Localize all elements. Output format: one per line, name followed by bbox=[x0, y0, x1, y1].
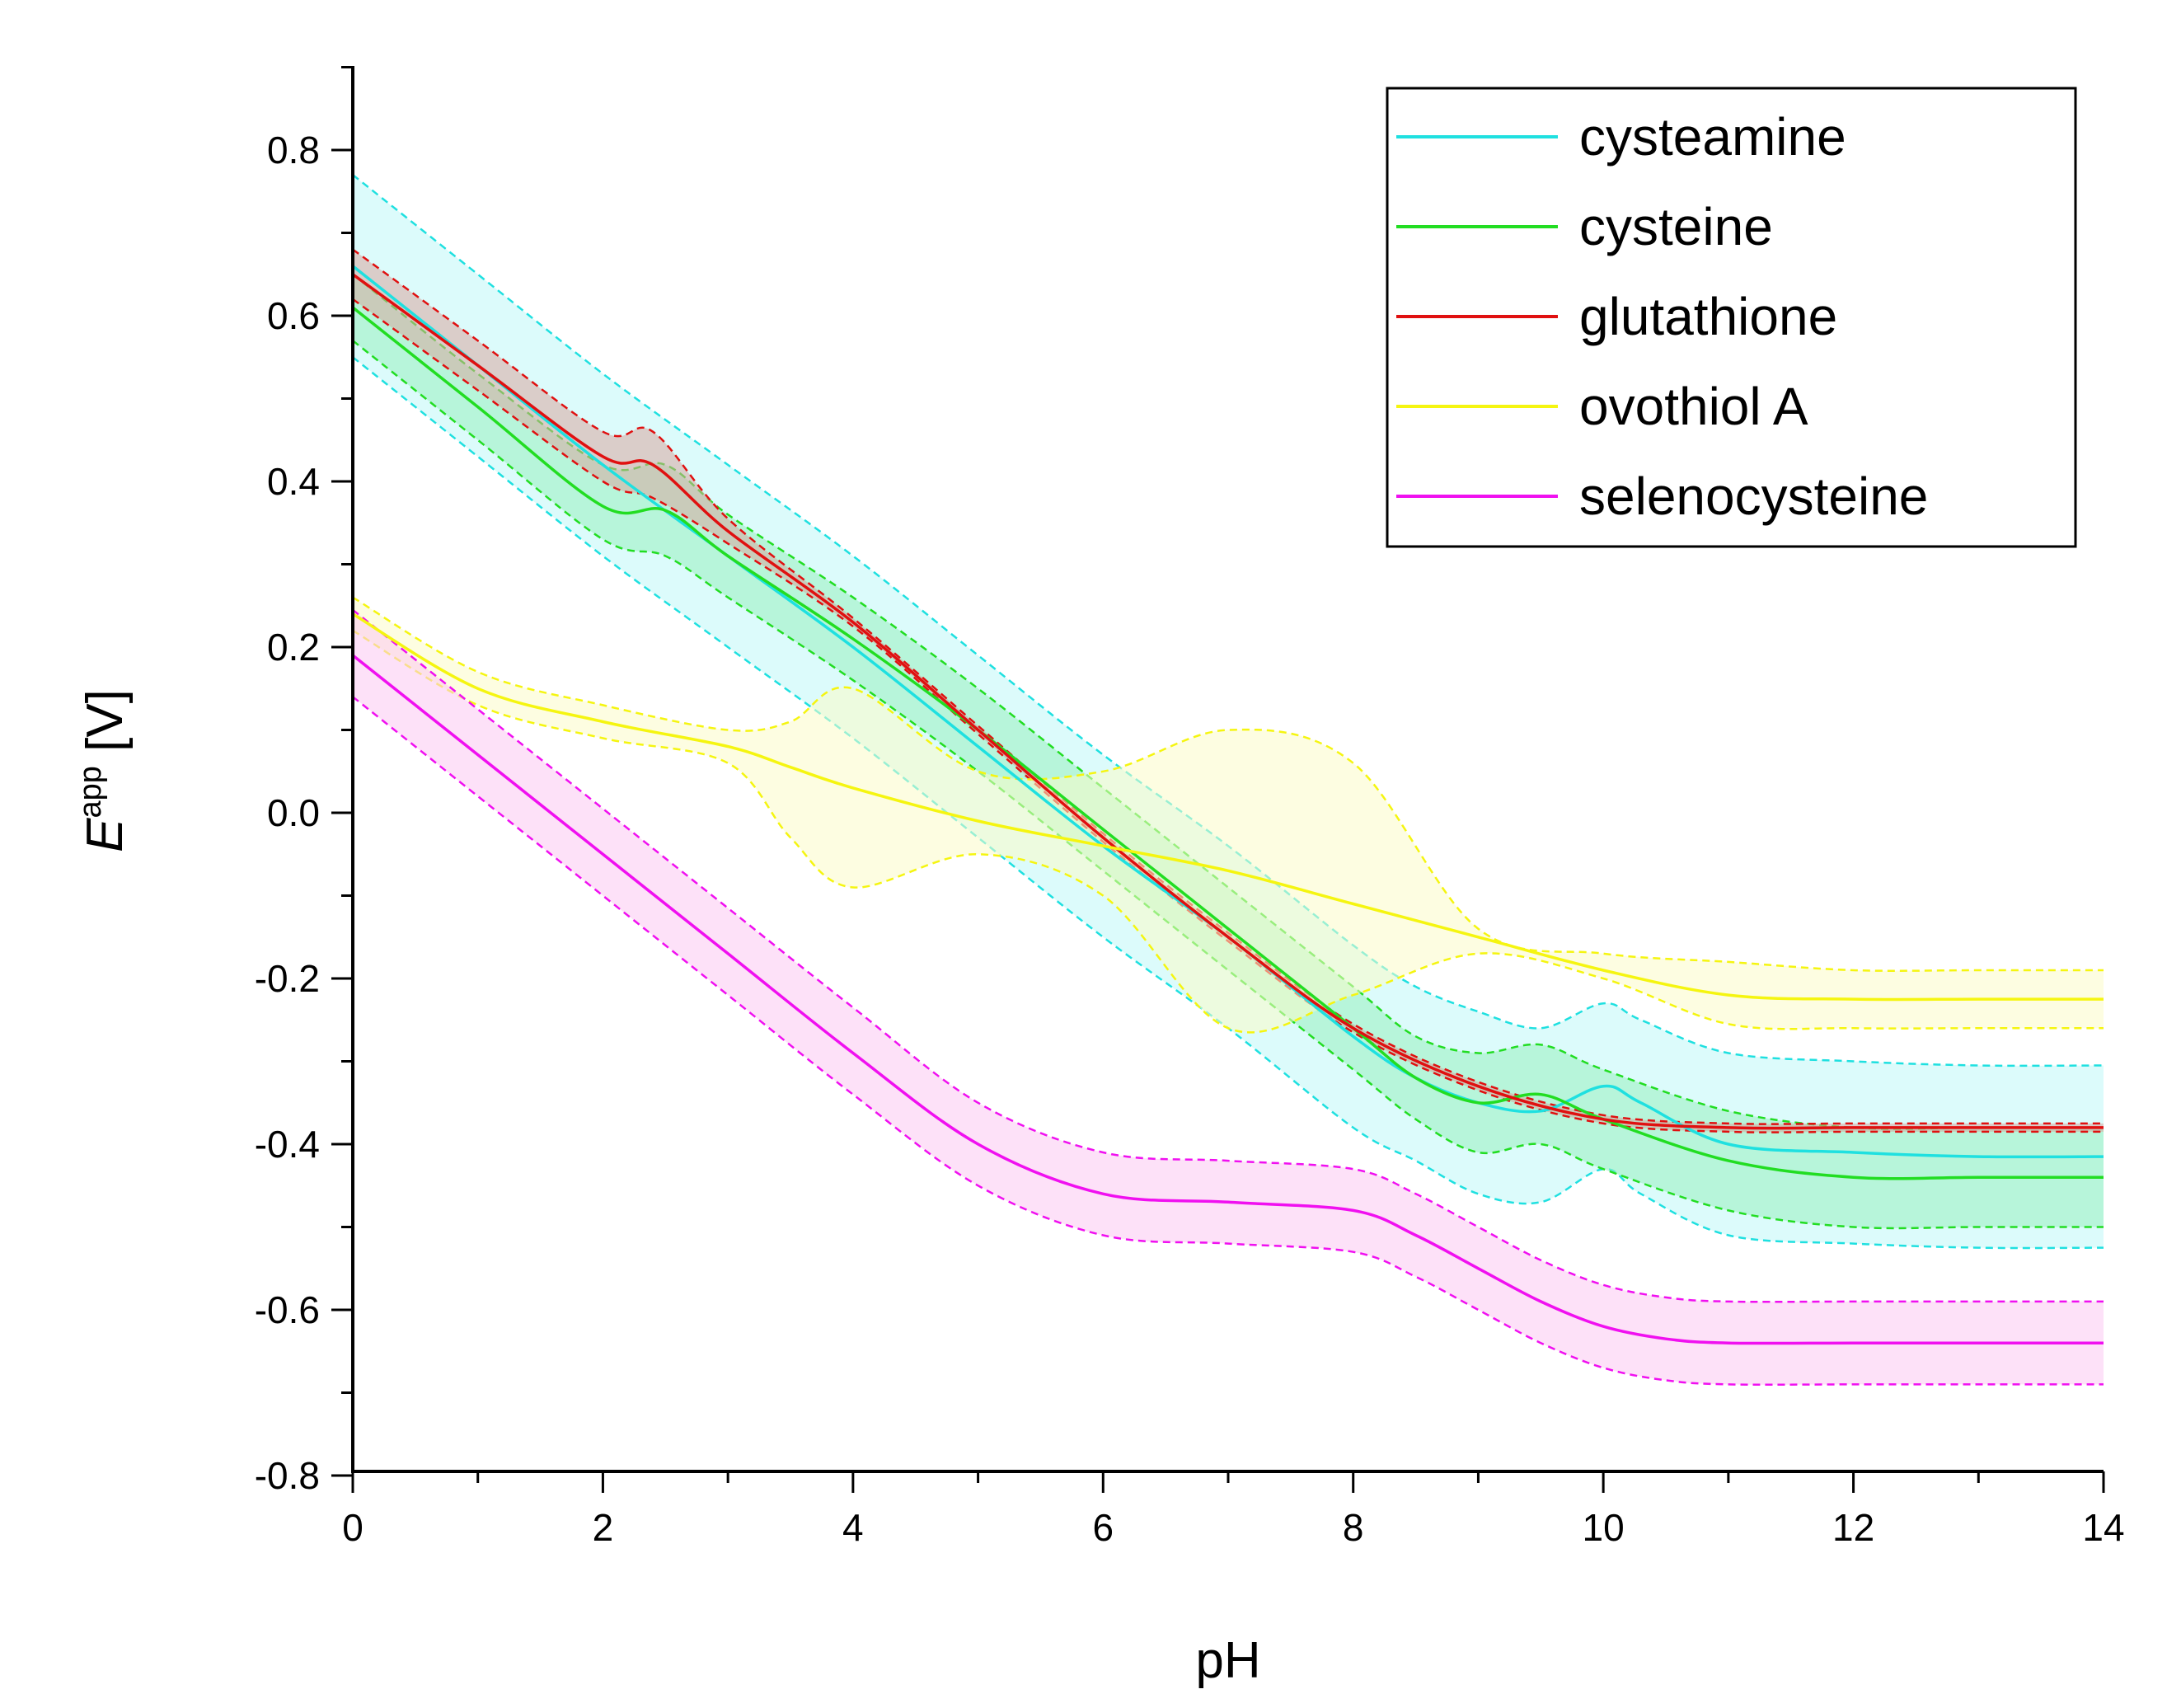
y-tick-label: -0.6 bbox=[255, 1288, 320, 1331]
x-tick-label: 14 bbox=[2082, 1506, 2124, 1549]
legend-label-ovothiol-a: ovothiol A bbox=[1579, 377, 1808, 436]
y-axis-unit: [V] bbox=[77, 689, 134, 752]
y-tick-label: -0.8 bbox=[255, 1454, 320, 1497]
svg-text:Eapp [V]: Eapp [V] bbox=[73, 689, 134, 852]
legend: cysteamine cysteine glutathione ovothiol A s… bbox=[1386, 87, 2077, 548]
y-tick-label: 0.2 bbox=[267, 626, 320, 669]
legend-label-glutathione: glutathione bbox=[1579, 287, 1837, 346]
x-tick-label: 6 bbox=[1092, 1506, 1114, 1549]
band-lower-selenocysteine bbox=[352, 696, 2104, 1387]
band-upper-selenocysteine bbox=[352, 608, 2104, 1303]
band-upper-ovothiol-a bbox=[352, 596, 2104, 972]
x-tick-label: 12 bbox=[1832, 1506, 1874, 1549]
line-selenocysteine bbox=[351, 654, 2104, 1345]
y-tick-label: 0.0 bbox=[267, 791, 320, 834]
confidence-bands bbox=[352, 174, 2104, 1387]
band-lower-ovothiol-a bbox=[352, 629, 2104, 1034]
x-tick-label: 10 bbox=[1583, 1506, 1625, 1549]
y-tick-label: -0.2 bbox=[255, 957, 320, 1000]
legend-label-selenocysteine: selenocysteine bbox=[1579, 467, 1928, 526]
series-lines bbox=[351, 265, 2104, 1345]
y-tick-label: 0.4 bbox=[267, 460, 320, 503]
y-ticks: 0.8 0.6 0.4 0.2 0.0 -0.2 -0.4 -0.6 -0.8 bbox=[255, 66, 353, 1497]
band-lower-cysteine bbox=[352, 340, 2104, 1230]
y-tick-label: -0.4 bbox=[255, 1123, 320, 1166]
band-cysteine bbox=[353, 274, 2104, 1228]
y-tick-label: 0.6 bbox=[267, 294, 320, 337]
line-cysteamine bbox=[351, 265, 2104, 1159]
band-lower-cysteamine bbox=[352, 356, 2104, 1250]
x-tick-label: 8 bbox=[1343, 1506, 1364, 1549]
y-axis-superscript: app bbox=[73, 766, 108, 818]
x-tick-label: 4 bbox=[842, 1506, 864, 1549]
line-cysteine bbox=[351, 306, 2104, 1180]
y-axis-title: Eapp [V] bbox=[73, 689, 134, 852]
line-glutathione bbox=[351, 273, 2104, 1130]
x-axis-title: pH bbox=[1195, 1632, 1260, 1689]
line-ovothiol-a bbox=[352, 612, 2104, 1002]
legend-label-cysteine: cysteine bbox=[1579, 197, 1773, 256]
legend-label-cysteamine: cysteamine bbox=[1579, 107, 1846, 167]
band-selenocysteine bbox=[353, 609, 2104, 1385]
band-ovothiol-a bbox=[353, 597, 2104, 1033]
x-ticks: 0 2 4 6 8 10 12 14 bbox=[342, 1471, 2125, 1549]
y-axis-symbol: E bbox=[77, 818, 134, 852]
y-tick-label: 0.8 bbox=[267, 129, 320, 171]
x-tick-label: 2 bbox=[593, 1506, 614, 1549]
x-tick-label: 0 bbox=[342, 1506, 364, 1549]
